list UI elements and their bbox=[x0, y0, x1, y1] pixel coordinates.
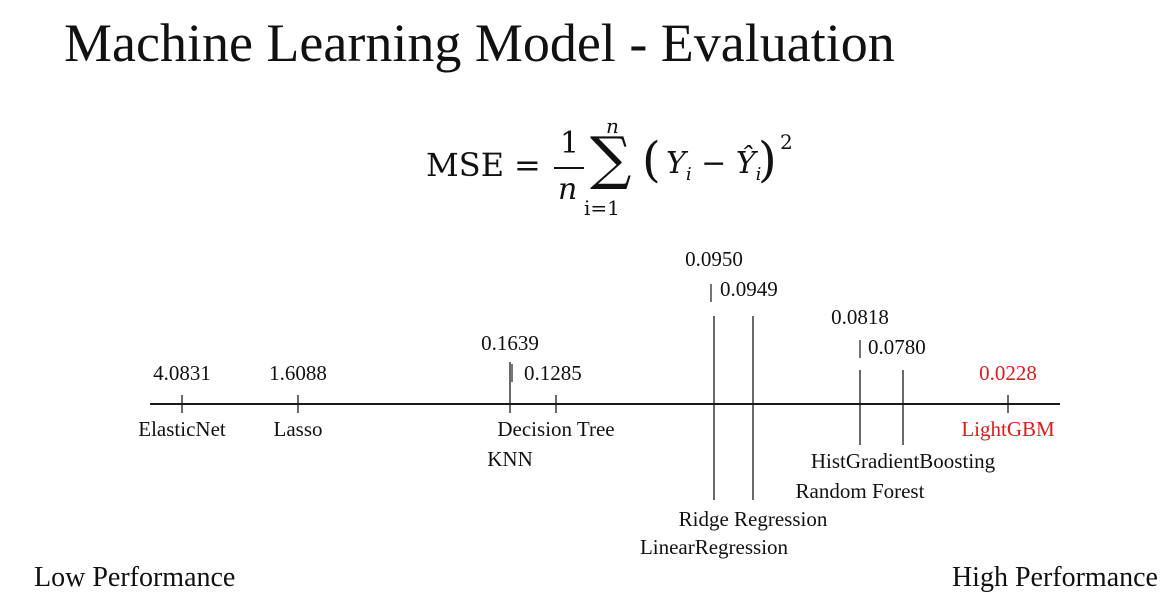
value-label-ridge-regression: 0.0949 bbox=[720, 277, 778, 301]
formula-lhs: MSE bbox=[426, 146, 505, 184]
formula-term-index: i bbox=[685, 164, 692, 185]
right-paren: ) bbox=[758, 132, 777, 188]
formula-minus: − bbox=[701, 146, 727, 181]
fraction-bar bbox=[554, 167, 584, 169]
model-label-lightgbm: LightGBM bbox=[961, 417, 1055, 441]
sum-lower-limit: i=1 bbox=[584, 196, 620, 220]
value-label-lasso: 1.6088 bbox=[269, 361, 327, 385]
formula-hat-index: i bbox=[755, 164, 762, 185]
value-label-decision-tree: 0.1285 bbox=[524, 361, 582, 385]
value-label-knn: 0.1639 bbox=[481, 331, 539, 355]
model-label-ridge-regression: Ridge Regression bbox=[679, 507, 828, 531]
high-performance-label: High Performance bbox=[951, 562, 1158, 593]
formula-hat-term: Ŷ bbox=[735, 146, 756, 181]
formula-exponent: 2 bbox=[780, 130, 793, 154]
model-label-knn: KNN bbox=[487, 447, 533, 471]
sum-symbol: ∑ bbox=[590, 124, 632, 192]
formula-body: Yi − Ŷi bbox=[666, 146, 761, 185]
left-paren: ( bbox=[642, 132, 661, 188]
model-label-random-forest: Random Forest bbox=[796, 479, 925, 503]
formula-denominator: n bbox=[558, 172, 578, 207]
mse-formula: MSE = 1 n ∑ n i=1 ( Yi − Ŷi ) 2 bbox=[420, 114, 800, 230]
value-label-random-forest: 0.0818 bbox=[831, 305, 889, 329]
model-label-linearregression: LinearRegression bbox=[640, 535, 789, 559]
model-label-histgradientboosting: HistGradientBoosting bbox=[811, 449, 996, 473]
sum-upper-limit: n bbox=[606, 114, 619, 138]
value-label-linearregression: 0.0950 bbox=[685, 247, 743, 271]
model-label-elasticnet: ElasticNet bbox=[138, 417, 226, 441]
value-label-lightgbm: 0.0228 bbox=[979, 361, 1037, 385]
formula-equals: = bbox=[514, 146, 541, 184]
model-label-lasso: Lasso bbox=[274, 417, 323, 441]
formula-term: Y bbox=[666, 146, 686, 181]
model-label-decision-tree: Decision Tree bbox=[497, 417, 614, 441]
page-title: Machine Learning Model - Evaluation bbox=[64, 13, 895, 73]
low-performance-label: Low Performance bbox=[34, 562, 236, 593]
value-label-elasticnet: 4.0831 bbox=[153, 361, 211, 385]
value-label-histgradientboosting: 0.0780 bbox=[868, 335, 926, 359]
formula-numerator: 1 bbox=[560, 126, 580, 161]
